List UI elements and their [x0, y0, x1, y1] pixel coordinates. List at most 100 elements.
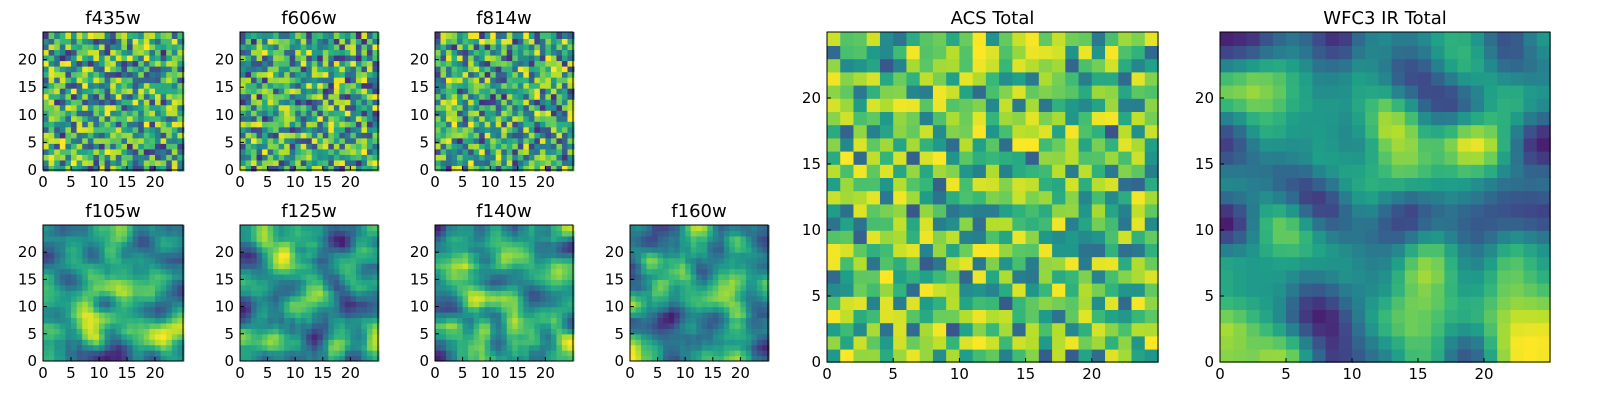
heatmap-cell: [646, 312, 654, 319]
heatmap-cell: [149, 76, 157, 84]
heatmap-cell: [567, 136, 575, 144]
heatmap-cell: [344, 290, 352, 297]
heatmap-cell: [556, 48, 564, 56]
x-tick-label: 15: [117, 364, 136, 382]
heatmap-cell: [361, 235, 369, 242]
heatmap-cell: [462, 109, 470, 117]
heatmap-cell: [999, 243, 1014, 258]
heatmap-cell: [366, 120, 374, 128]
heatmap-cell: [528, 295, 536, 302]
heatmap-cell: [65, 125, 73, 133]
heatmap-cell: [155, 37, 162, 45]
heatmap-cell: [528, 76, 536, 84]
heatmap-cell: [278, 306, 286, 313]
heatmap-cell: [240, 252, 247, 259]
heatmap-cell: [104, 59, 112, 67]
heatmap-cell: [143, 355, 151, 362]
heatmap-cell: [484, 92, 492, 100]
heatmap-cell: [93, 344, 101, 351]
heatmap-cell: [87, 350, 95, 357]
heatmap-cell: [317, 48, 325, 56]
heatmap-cell: [284, 284, 292, 291]
heatmap-cell: [54, 32, 62, 39]
heatmap-cell: [879, 177, 894, 192]
heatmap-cell: [561, 355, 569, 362]
heatmap-cell: [435, 103, 442, 111]
heatmap-cell: [361, 328, 369, 335]
heatmap-cell: [350, 48, 358, 56]
heatmap-cell: [262, 246, 270, 253]
heatmap-cell: [490, 235, 498, 242]
heatmap-cell: [723, 284, 731, 291]
heatmap-cell: [853, 111, 868, 126]
heatmap-cell: [999, 150, 1014, 165]
heatmap-cell: [457, 279, 465, 286]
heatmap-cell: [490, 344, 498, 351]
heatmap-cell: [635, 268, 643, 275]
heatmap-cell: [322, 59, 330, 67]
heatmap-cell: [273, 268, 281, 275]
heatmap-cell: [1091, 322, 1106, 337]
heatmap-cell: [756, 322, 764, 329]
heatmap-cell: [149, 312, 157, 319]
heatmap-cell: [545, 65, 553, 73]
heatmap-cell: [701, 225, 709, 231]
heatmap-cell: [484, 317, 492, 324]
heatmap-cell: [240, 263, 247, 270]
heatmap-cell: [43, 114, 50, 122]
heatmap-cell: [350, 54, 358, 62]
heatmap-cell: [132, 54, 140, 62]
heatmap-cell: [468, 355, 476, 362]
heatmap-cell: [840, 230, 855, 244]
heatmap-cell: [328, 59, 336, 67]
heatmap-cell: [556, 257, 564, 264]
heatmap-cell: [339, 114, 347, 122]
heatmap-cell: [54, 76, 62, 84]
heatmap-cell: [567, 246, 575, 253]
heatmap-cell: [76, 225, 84, 231]
heatmap-cell: [104, 246, 112, 253]
heatmap-cell: [295, 147, 303, 155]
heatmap-cell: [501, 103, 509, 111]
heatmap-cell: [840, 282, 855, 297]
heatmap-cell: [289, 322, 297, 329]
heatmap-cell: [523, 230, 531, 237]
heatmap-cell: [446, 114, 454, 122]
heatmap-cell: [440, 109, 448, 117]
heatmap-cell: [999, 190, 1014, 205]
heatmap-cell: [479, 306, 487, 313]
heatmap-cell: [278, 355, 286, 362]
heatmap-cell: [262, 87, 270, 95]
heatmap-cell: [372, 263, 380, 270]
heatmap-cell: [490, 32, 498, 39]
heatmap-cell: [506, 235, 514, 242]
heatmap-cell: [262, 257, 270, 264]
heatmap-cell: [501, 142, 509, 150]
heatmap-cell: [550, 43, 558, 51]
heatmap-cell: [718, 279, 726, 286]
heatmap-cell: [501, 48, 509, 56]
heatmap-cell: [355, 54, 363, 62]
heatmap-cell: [523, 142, 531, 150]
heatmap-cell: [273, 355, 281, 362]
heatmap-cell: [65, 81, 73, 89]
heatmap-cell: [446, 98, 454, 106]
heatmap-cell: [76, 54, 84, 62]
heatmap-cell: [155, 350, 162, 357]
x-tick-label: 0: [430, 364, 440, 382]
heatmap-cell: [132, 158, 140, 166]
heatmap-cell: [1065, 124, 1080, 139]
heatmap-cell: [685, 295, 693, 302]
heatmap-cell: [866, 269, 881, 284]
heatmap-cell: [674, 246, 682, 253]
heatmap-cell: [138, 257, 146, 264]
heatmap-cell: [71, 333, 78, 340]
heatmap-cell: [284, 92, 292, 100]
heatmap-cell: [71, 81, 78, 89]
heatmap-cell: [300, 147, 308, 155]
heatmap-cell: [550, 131, 558, 139]
heatmap-cell: [333, 268, 341, 275]
heatmap-cell: [143, 103, 151, 111]
heatmap-cell: [668, 230, 676, 237]
heatmap-cell: [284, 98, 292, 106]
